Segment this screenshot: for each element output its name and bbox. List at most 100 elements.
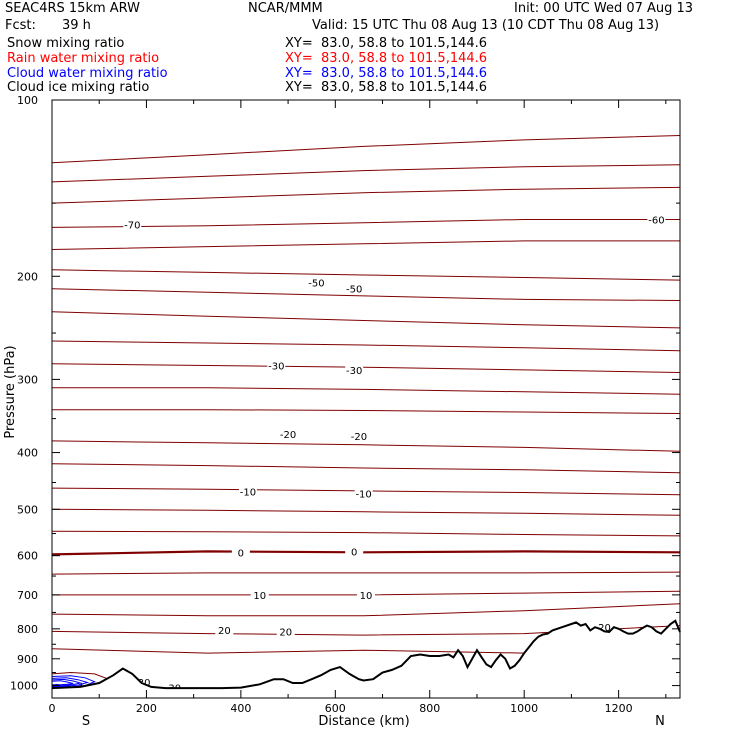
contour-label-bg xyxy=(357,588,375,600)
contour-label-bg xyxy=(250,588,269,600)
cloud-water-contour xyxy=(51,677,90,687)
axes: 0 200 400 600 800 1000 12001002003004005006007… xyxy=(10,94,681,715)
isotherm-line xyxy=(52,409,681,414)
contour-label: -20 xyxy=(280,430,296,441)
contour-label: 0 xyxy=(238,548,244,559)
x-tick-label: 1000 xyxy=(510,702,538,715)
field-name-rain: Rain water mixing ratio xyxy=(7,51,160,66)
init-time: Init: 00 UTC Wed 07 Aug 13 xyxy=(514,1,694,16)
south-end-label: S xyxy=(82,714,90,729)
contour-label-bg xyxy=(307,276,326,288)
isotherm-line xyxy=(52,387,681,395)
y-axis-title: Pressure (hPa) xyxy=(3,345,18,438)
contour-label: -30 xyxy=(268,361,284,372)
y-tick-label: 800 xyxy=(17,623,38,636)
isotherm-line xyxy=(51,340,681,352)
contour-label: 10 xyxy=(253,591,266,602)
contour-label-bg xyxy=(238,485,257,497)
cloud-water-contour xyxy=(51,680,74,686)
y-tick-label: 700 xyxy=(17,589,38,602)
org-label: NCAR/MMM xyxy=(248,1,323,16)
contour-label: -70 xyxy=(124,220,140,231)
contour-label: -10 xyxy=(240,487,256,498)
contour-label: 20 xyxy=(598,623,611,634)
field-xy-snow: XY= 83.0, 58.8 to 101.5,144.6 xyxy=(285,36,488,51)
contour-label: 20 xyxy=(279,627,292,638)
y-tick-label: 1000 xyxy=(10,680,38,693)
y-tick-label: 900 xyxy=(17,653,38,666)
field-name-cloud-water: Cloud water mixing ratio xyxy=(7,66,168,81)
contour-label-bg xyxy=(215,623,234,635)
forecast-label: Fcst: xyxy=(5,18,36,33)
y-tick-label: 200 xyxy=(17,270,38,283)
isotherm-layer: -70 -60 -50 -50 -30 -30 -20 -20 -10 -10 0 0 10 10 20 20… xyxy=(51,135,681,695)
x-tick-label: 0 xyxy=(49,702,56,715)
contour-label-bg xyxy=(354,487,373,499)
contour-label: -20 xyxy=(351,432,367,443)
x-tick-label: 200 xyxy=(136,702,157,715)
contour-label: -60 xyxy=(648,216,664,227)
isotherm-line xyxy=(51,550,681,556)
contour-label-bg xyxy=(345,545,364,557)
terrain-mask xyxy=(52,620,680,698)
field-xy-cloud-water: XY= 83.0, 58.8 to 101.5,144.6 xyxy=(285,66,488,81)
terrain-layer xyxy=(51,619,681,698)
terrain-line xyxy=(51,619,681,690)
contour-label-bg xyxy=(279,428,298,440)
y-tick-label: 400 xyxy=(17,447,38,460)
isotherm-line xyxy=(51,311,681,329)
isotherm-line xyxy=(51,288,681,301)
isotherm-line xyxy=(51,440,681,452)
model-title: SEAC4RS 15km ARW xyxy=(5,1,141,16)
contour-label-bg xyxy=(71,679,90,691)
contour-label-bg xyxy=(231,546,250,558)
contour-label-bg xyxy=(267,359,286,371)
isotherm-line xyxy=(51,135,681,164)
x-tick-label: 800 xyxy=(419,702,440,715)
isotherm-line xyxy=(51,219,680,228)
isotherm-line xyxy=(51,530,681,537)
contour-label: -10 xyxy=(355,490,371,501)
y-tick-label: 500 xyxy=(17,503,38,516)
contour-label: 0 xyxy=(351,547,357,558)
forecast-hour: 39 h xyxy=(62,18,91,33)
contour-label: 20 xyxy=(218,626,231,637)
isotherm-line xyxy=(51,240,680,250)
field-name-cloud-ice: Cloud ice mixing ratio xyxy=(7,80,150,95)
contour-label-bg xyxy=(345,282,364,294)
x-tick-label: 1200 xyxy=(605,702,633,715)
isotherm-line xyxy=(51,164,681,183)
valid-time: Valid: 15 UTC Thu 08 Aug 13 (10 CDT Thu … xyxy=(312,18,660,33)
isotherm-line xyxy=(51,269,681,281)
isotherm-line xyxy=(51,508,681,516)
x-axis-title: Distance (km) xyxy=(318,714,409,729)
contour-label-bg xyxy=(349,430,368,442)
isotherm-line xyxy=(51,363,681,373)
isotherm-line xyxy=(51,571,681,575)
contour-label-bg xyxy=(123,218,142,230)
contour-label: -30 xyxy=(346,366,362,377)
contour-label-bg xyxy=(276,625,295,637)
field-name-snow: Snow mixing ratio xyxy=(7,36,125,51)
contour-label-bg xyxy=(345,363,364,375)
contour-label-bg xyxy=(135,676,154,688)
y-tick-label: 600 xyxy=(17,550,38,563)
isotherm-line xyxy=(51,603,681,617)
contour-label: 10 xyxy=(360,591,373,602)
y-tick-label: 100 xyxy=(17,94,38,107)
field-xy-rain: XY= 83.0, 58.8 to 101.5,144.6 xyxy=(285,51,488,66)
isotherm-line xyxy=(51,463,681,474)
north-end-label: N xyxy=(655,714,665,729)
y-tick-label: 300 xyxy=(17,373,38,386)
plot-frame xyxy=(51,99,681,699)
field-xy-cloud-ice: XY= 83.0, 58.8 to 101.5,144.6 xyxy=(285,80,488,95)
contour-label-bg xyxy=(647,213,666,225)
x-tick-label: 600 xyxy=(325,702,346,715)
isotherm-line xyxy=(51,186,681,204)
x-tick-label: 400 xyxy=(230,702,251,715)
contour-label-bg xyxy=(595,621,614,633)
contour-label: -50 xyxy=(346,285,362,296)
cloud-water-contour xyxy=(51,675,96,688)
contour-label: -50 xyxy=(308,279,324,290)
